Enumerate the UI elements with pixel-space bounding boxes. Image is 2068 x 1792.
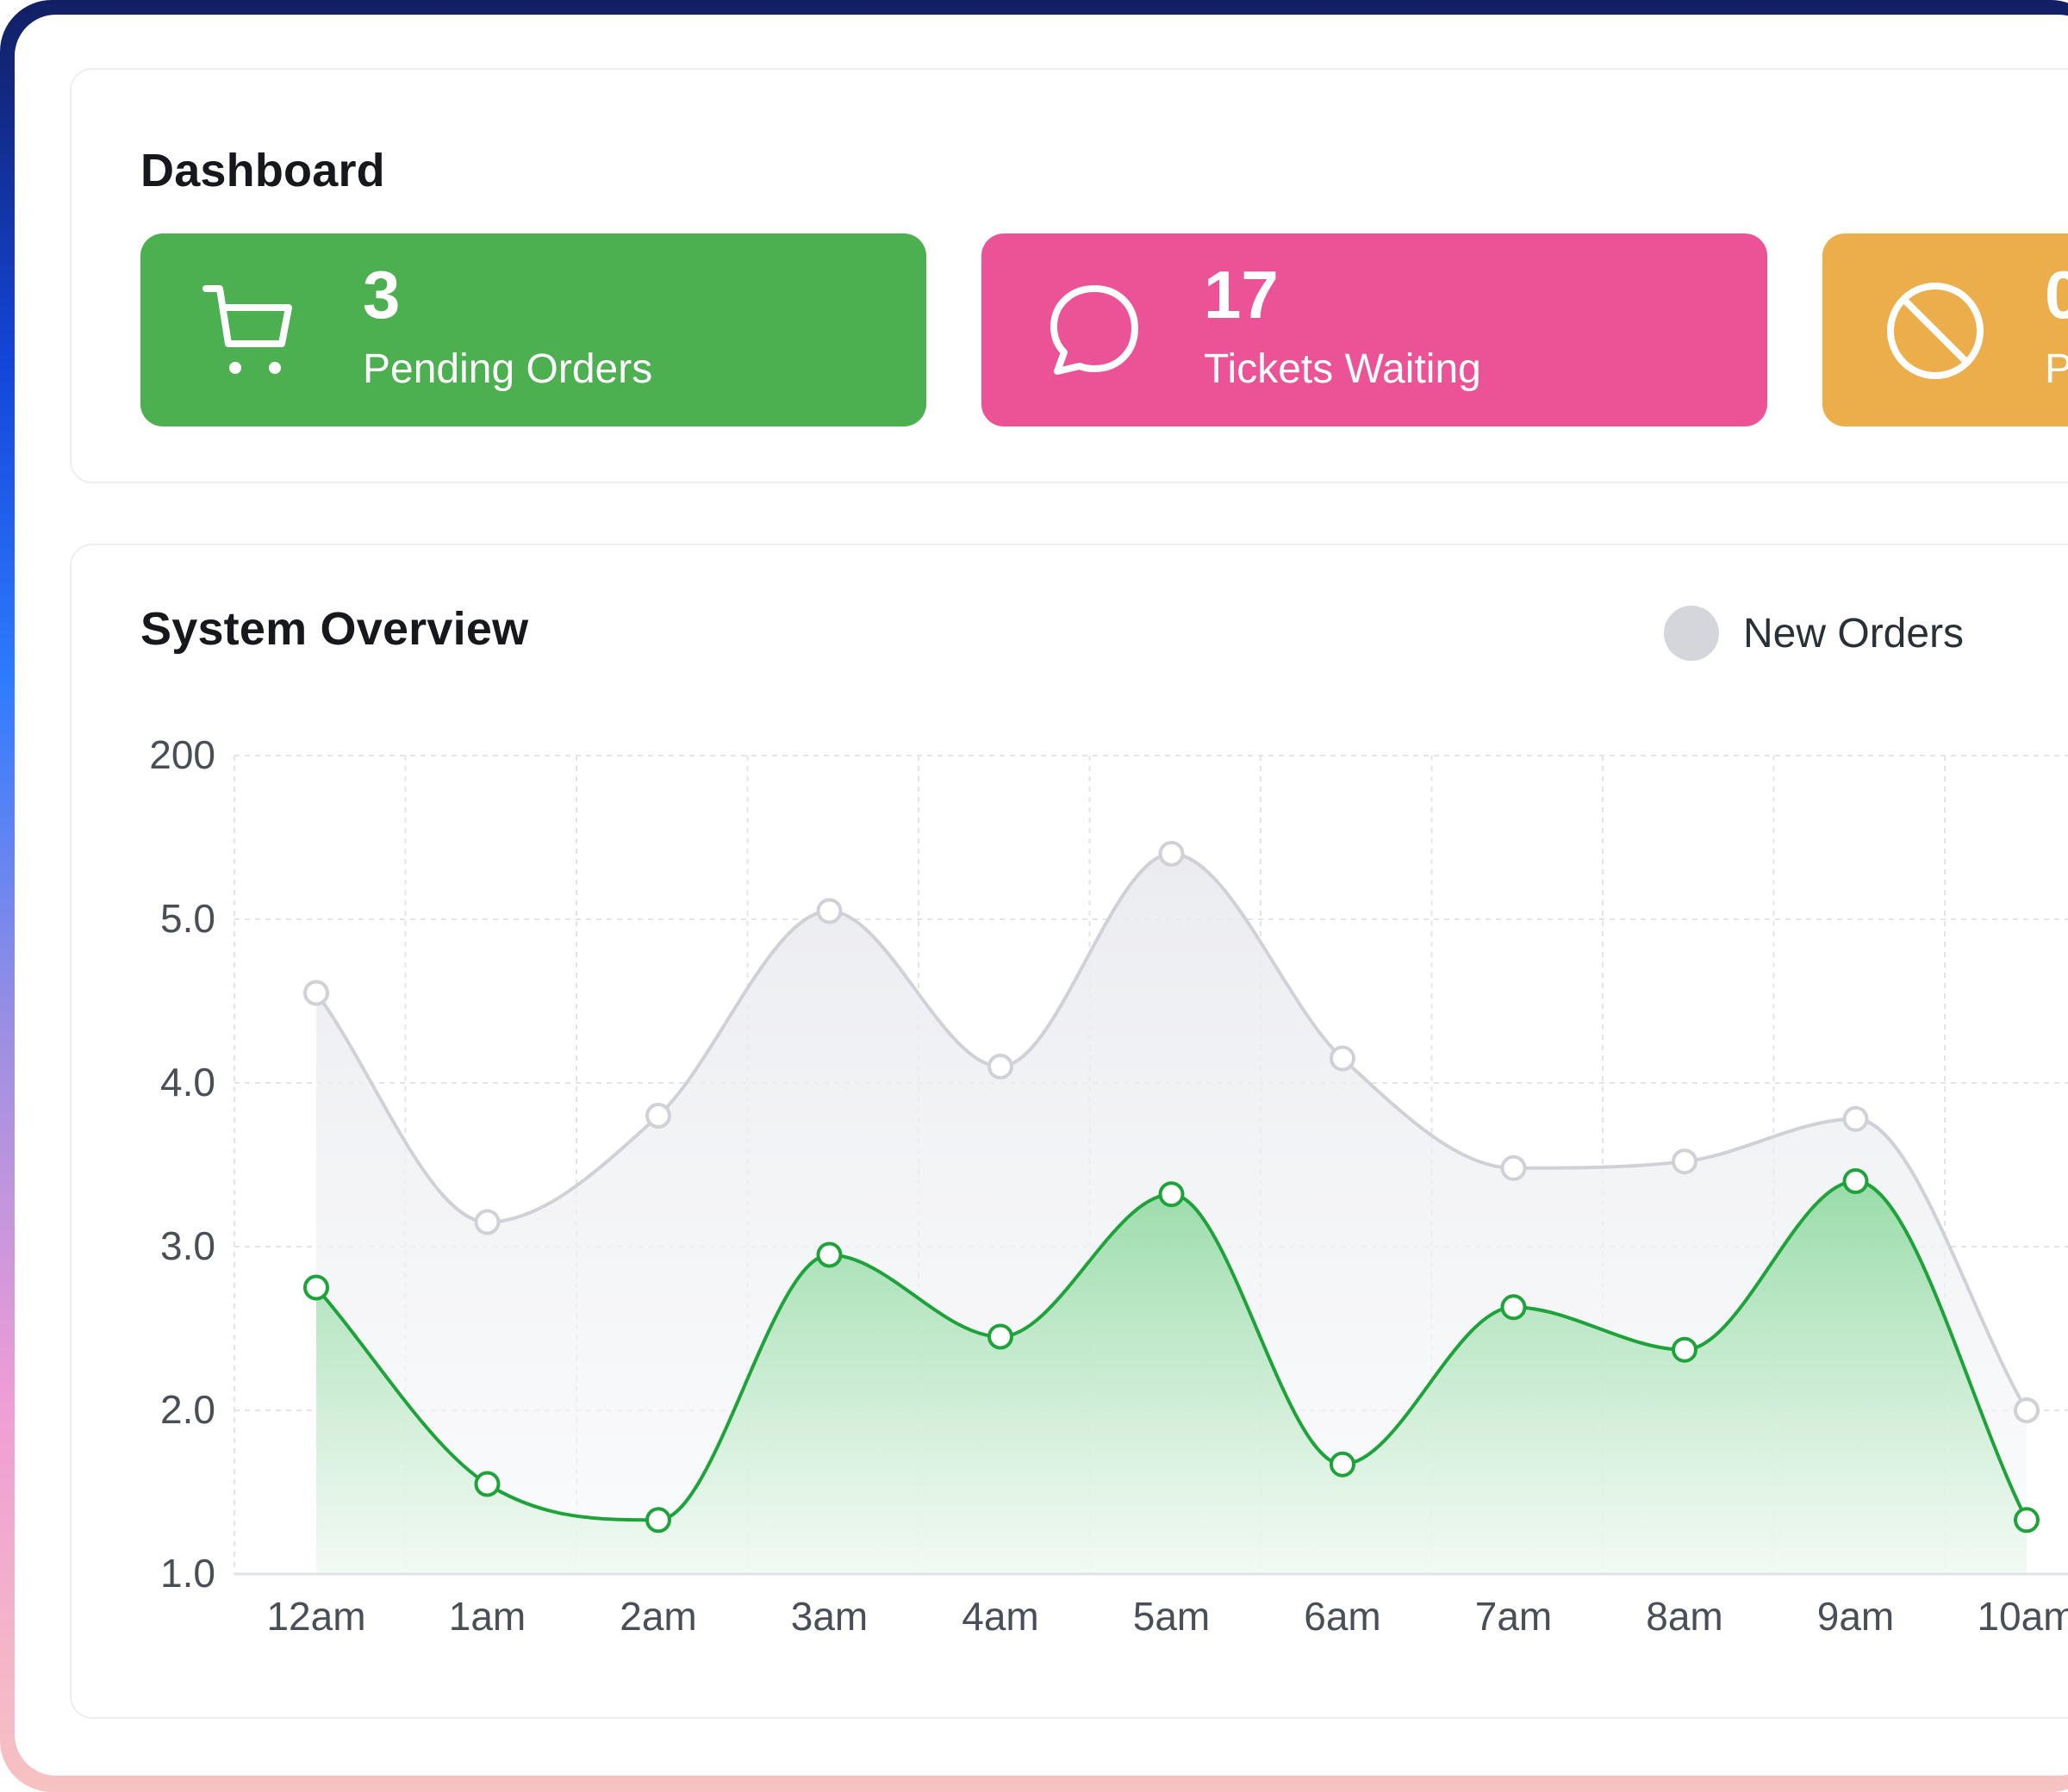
system-overview-card: System Overview New Orders: [70, 544, 2068, 1719]
data-point[interactable]: [474, 1471, 501, 1497]
x-tick-label: 4am: [962, 1594, 1038, 1639]
data-point[interactable]: [1500, 1294, 1527, 1321]
stat-value: 3: [363, 257, 401, 333]
data-point[interactable]: [645, 1103, 671, 1129]
data-point[interactable]: [1842, 1105, 1869, 1132]
stat-value: 17: [1204, 257, 1279, 333]
stat-card-pending-orders[interactable]: 3 Pending Orders: [140, 233, 926, 426]
data-point[interactable]: [2014, 1507, 2040, 1534]
cart-icon: [202, 285, 292, 374]
y-tick-label: 3.0: [160, 1223, 215, 1268]
overview-chart: 1.0 2.0 3.0 4.0 5.0 200 12am 1am 2am 3am 4am 5am 6am…: [149, 732, 2068, 1639]
legend-label: New Orders: [1743, 610, 1965, 656]
x-tick-label: 7am: [1475, 1594, 1552, 1639]
block-icon: [1887, 283, 1984, 379]
data-point[interactable]: [1158, 1181, 1185, 1208]
data-point[interactable]: [1500, 1154, 1527, 1181]
data-point[interactable]: [1330, 1451, 1355, 1478]
x-tick-label: 5am: [1133, 1594, 1210, 1639]
data-point[interactable]: [987, 1323, 1013, 1350]
series-area-1: [316, 1181, 2027, 1574]
y-tick-label: 5.0: [160, 896, 215, 941]
y-tick-label: 2.0: [160, 1387, 215, 1432]
data-point[interactable]: [2014, 1397, 2040, 1423]
data-point[interactable]: [1842, 1168, 1869, 1194]
x-tick-label: 6am: [1304, 1594, 1380, 1639]
stat-card-third[interactable]: 0 Pe: [1822, 233, 2068, 426]
dashboard-title: Dashboard: [140, 145, 385, 196]
x-tick-label: 2am: [620, 1594, 696, 1639]
chat-bubble-icon: [1050, 285, 1138, 375]
stat-label: Pe: [2045, 346, 2068, 392]
stat-label: Pending Orders: [363, 346, 653, 392]
data-point[interactable]: [816, 898, 843, 924]
series-line-0: [315, 851, 2028, 1412]
legend-item-new-orders[interactable]: New Orders: [1664, 606, 1964, 661]
data-point[interactable]: [303, 1274, 329, 1301]
data-point[interactable]: [1330, 1045, 1355, 1072]
data-point[interactable]: [645, 1507, 671, 1534]
data-point[interactable]: [987, 1054, 1013, 1080]
y-tick-label: 1.0: [160, 1551, 215, 1596]
x-tick-label: 12am: [266, 1594, 365, 1639]
series-line-1: [315, 1179, 2028, 1522]
x-tick-label: 9am: [1817, 1594, 1894, 1639]
data-point[interactable]: [303, 980, 329, 1006]
legend-swatch: [1664, 606, 1719, 661]
x-tick-label: 3am: [791, 1594, 868, 1639]
data-point[interactable]: [474, 1209, 501, 1235]
stat-label: Tickets Waiting: [1204, 346, 1481, 392]
x-tick-label: 10am: [1977, 1594, 2068, 1639]
data-point[interactable]: [1672, 1148, 1697, 1175]
stat-value: 0: [2045, 257, 2068, 333]
data-point[interactable]: [816, 1241, 843, 1268]
dashboard-card: Dashboard 3 Pending Orders 17 Tickets Wa…: [70, 68, 2068, 483]
data-point[interactable]: [1672, 1336, 1697, 1363]
data-point[interactable]: [1158, 841, 1185, 867]
y-tick-label: 4.0: [160, 1060, 215, 1104]
overview-title: System Overview: [140, 603, 529, 655]
x-tick-label: 1am: [449, 1594, 526, 1639]
stat-card-tickets-waiting[interactable]: 17 Tickets Waiting: [981, 233, 1767, 426]
x-tick-label: 8am: [1646, 1594, 1722, 1639]
app-surface: Dashboard 3 Pending Orders 17 Tickets Wa…: [15, 15, 2068, 1776]
y-tick-label: 200: [149, 732, 215, 777]
